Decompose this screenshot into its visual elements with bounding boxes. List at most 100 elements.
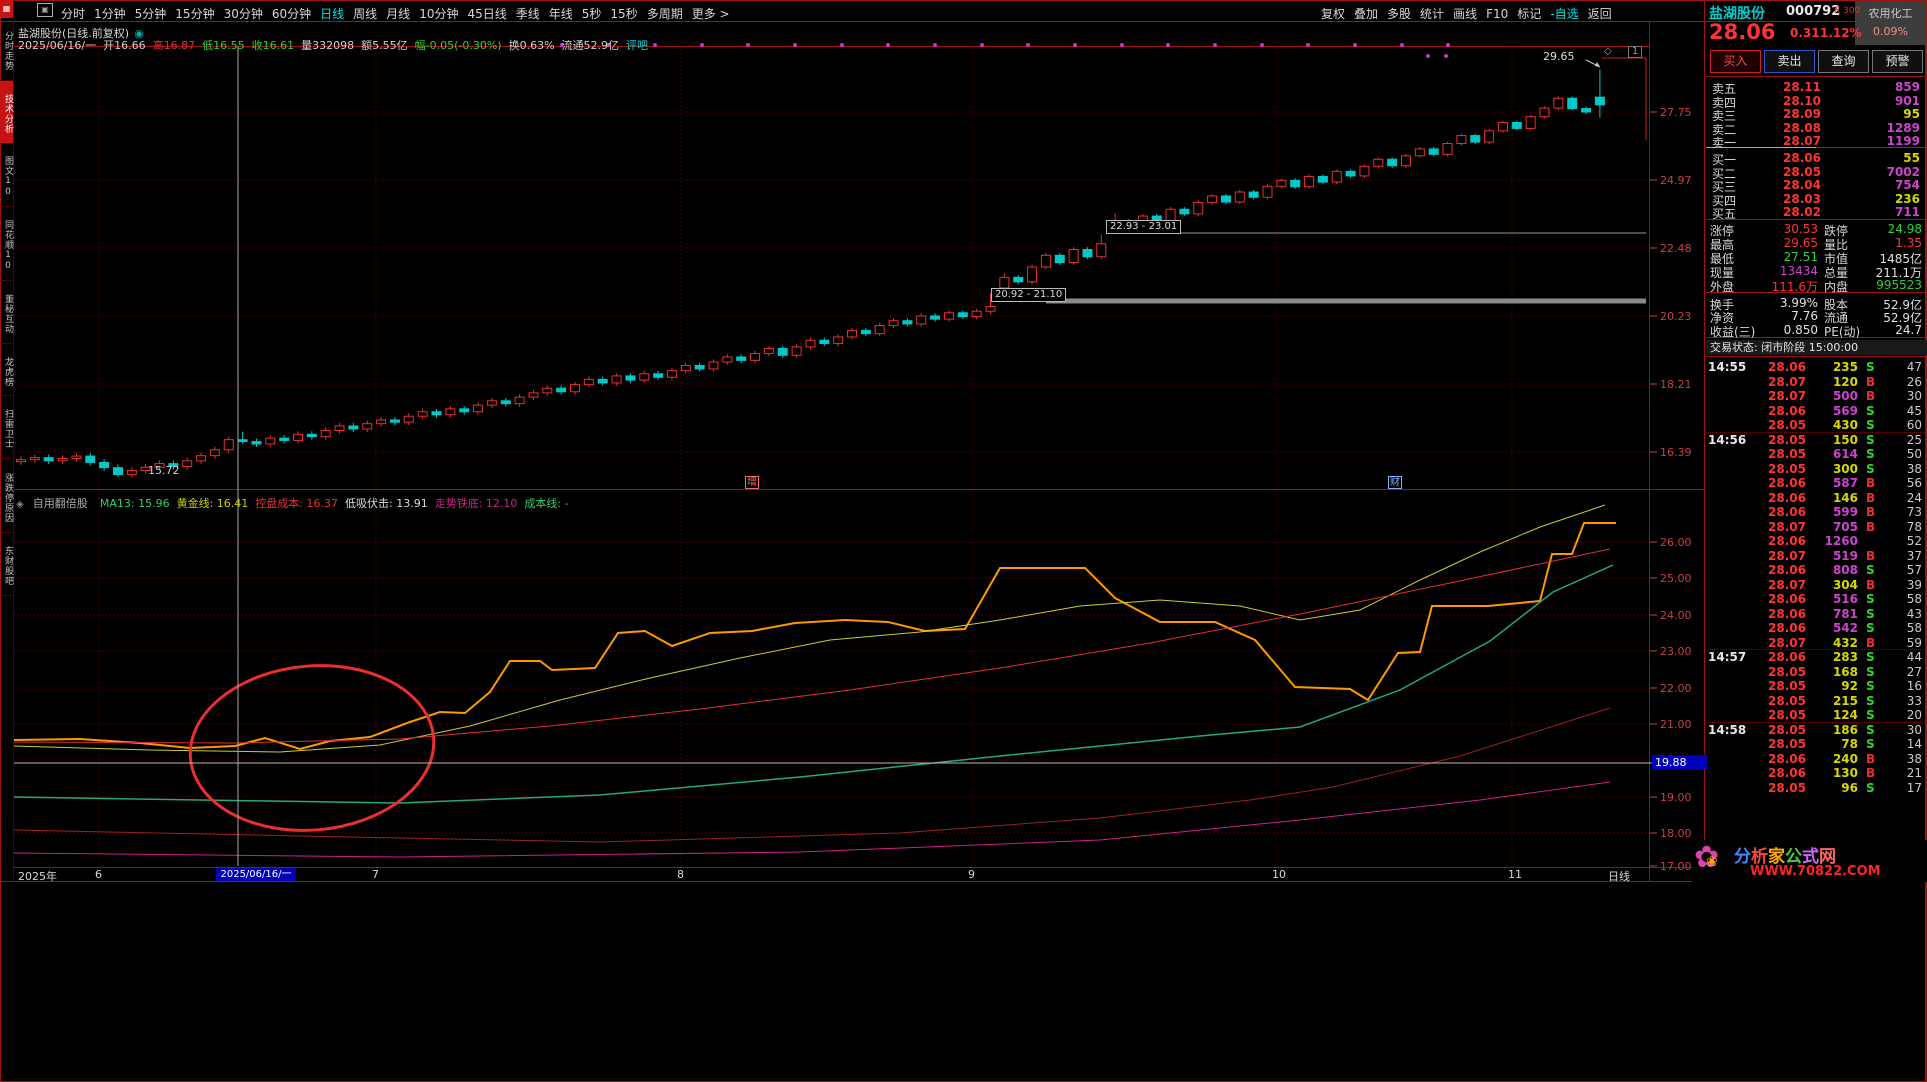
candle-body[interactable] xyxy=(196,455,207,462)
candle-body[interactable] xyxy=(1428,148,1439,155)
candle-body[interactable] xyxy=(971,310,982,318)
candle-body[interactable] xyxy=(708,361,719,370)
candle-body[interactable] xyxy=(237,439,248,443)
bid-row[interactable]: 买四 28.03 236 xyxy=(1712,191,1920,208)
candle-body[interactable] xyxy=(847,329,857,338)
bid-row[interactable]: 买五 28.02 711 xyxy=(1712,205,1920,221)
candle-body[interactable] xyxy=(874,325,885,335)
candle-body[interactable] xyxy=(1234,191,1245,203)
candle-body[interactable] xyxy=(362,423,373,430)
candle-body[interactable] xyxy=(763,348,774,355)
menu-item-复权[interactable]: 复权 xyxy=(1321,7,1346,21)
candle-body[interactable] xyxy=(777,348,788,356)
sidebar-item-同花顺10[interactable]: 同花顺10 xyxy=(0,207,13,281)
menu-item-45日线[interactable]: 45日线 xyxy=(467,7,507,21)
candle-body[interactable] xyxy=(1345,170,1356,177)
candle-body[interactable] xyxy=(1414,148,1425,157)
menu-item-画线[interactable]: 画线 xyxy=(1453,7,1478,21)
candle-body[interactable] xyxy=(320,429,331,438)
menu-item-统计[interactable]: 统计 xyxy=(1420,7,1445,21)
sidebar-item-董秘互动[interactable]: 董秘互动 xyxy=(0,281,13,344)
candle-body[interactable] xyxy=(902,320,913,325)
ask-row[interactable]: 卖五 28.11 859 xyxy=(1712,80,1920,96)
candle-body[interactable] xyxy=(791,346,802,356)
candle-body[interactable] xyxy=(251,441,262,445)
candle-body[interactable] xyxy=(999,276,1010,289)
window-icon[interactable]: ▣ xyxy=(37,3,53,17)
candle-body[interactable] xyxy=(279,437,290,441)
candle-body[interactable] xyxy=(1442,143,1453,155)
menu-item-5分钟[interactable]: 5分钟 xyxy=(134,7,167,21)
candle-body[interactable] xyxy=(209,449,220,457)
period-label[interactable]: 日线 xyxy=(1608,870,1630,883)
candle-body[interactable] xyxy=(473,404,484,413)
diamond-icon[interactable]: ◇ xyxy=(1604,46,1612,57)
candle-body[interactable] xyxy=(985,305,996,312)
button-卖出[interactable]: 卖出 xyxy=(1764,50,1815,73)
candle-body[interactable] xyxy=(943,312,954,320)
candle-body[interactable] xyxy=(805,339,816,348)
candle-body[interactable] xyxy=(43,457,54,462)
candle-body[interactable] xyxy=(126,469,137,476)
collapse-circle-icon[interactable]: ◉ xyxy=(134,27,144,40)
candle-body[interactable] xyxy=(542,387,553,394)
candle-body[interactable] xyxy=(1359,165,1370,177)
sidebar-item-图文10[interactable]: 图文10 xyxy=(0,144,13,207)
candle-body[interactable] xyxy=(1331,170,1342,183)
bid-row[interactable]: 买三 28.04 754 xyxy=(1712,178,1920,194)
candle-body[interactable] xyxy=(833,336,844,345)
menu-item-60分钟[interactable]: 60分钟 xyxy=(271,7,312,21)
candle-body[interactable] xyxy=(1082,249,1093,258)
candle-body[interactable] xyxy=(500,400,511,405)
sidebar-item-技术分析[interactable]: 技术分析 xyxy=(0,81,13,144)
candle-body[interactable] xyxy=(1027,266,1038,283)
button-查询[interactable]: 查询 xyxy=(1818,50,1869,73)
candle-body[interactable] xyxy=(334,425,345,431)
menu-item--自选[interactable]: -自选 xyxy=(1550,7,1579,21)
candle-body[interactable] xyxy=(528,392,539,398)
candle-body[interactable] xyxy=(1470,135,1481,143)
candle-body[interactable] xyxy=(168,463,179,467)
candle-body[interactable] xyxy=(1068,249,1079,264)
candle-body[interactable] xyxy=(597,378,608,384)
sidebar-item-东财股吧[interactable]: 东财股吧 xyxy=(0,533,13,596)
candle-body[interactable] xyxy=(1567,97,1578,110)
candle-body[interactable] xyxy=(431,411,442,416)
menu-item-季线[interactable]: 季线 xyxy=(515,7,540,21)
candle-body[interactable] xyxy=(570,384,580,393)
candle-body[interactable] xyxy=(1193,202,1204,215)
menu-item-标记[interactable]: 标记 xyxy=(1517,7,1542,21)
candle-body[interactable] xyxy=(583,378,594,386)
candle-body[interactable] xyxy=(1581,108,1592,113)
candle-body[interactable] xyxy=(1220,195,1231,203)
menu-item-F10[interactable]: F10 xyxy=(1486,7,1509,21)
candle-body[interactable] xyxy=(99,461,110,469)
sidebar-item-分时走势[interactable]: 分时走势 xyxy=(0,18,13,81)
candle-body[interactable] xyxy=(1456,135,1467,145)
menu-item-15分钟[interactable]: 15分钟 xyxy=(175,7,215,21)
candle-body[interactable] xyxy=(29,457,40,461)
candle-body[interactable] xyxy=(376,419,387,425)
candle-body[interactable] xyxy=(639,373,650,381)
candle-body[interactable] xyxy=(85,455,96,463)
menu-item-周线[interactable]: 周线 xyxy=(353,7,378,21)
menu-item-15秒[interactable]: 15秒 xyxy=(610,7,638,21)
candle-body[interactable] xyxy=(1553,97,1564,109)
candle-body[interactable] xyxy=(860,329,871,335)
menu-item-30分钟[interactable]: 30分钟 xyxy=(223,7,263,21)
indicator-collapse-icon[interactable]: ◈ xyxy=(16,499,24,510)
candle-body[interactable] xyxy=(930,315,941,320)
candle-body[interactable] xyxy=(154,463,165,468)
menu-item-分时[interactable]: 分时 xyxy=(61,7,86,21)
candle-body[interactable] xyxy=(403,415,414,423)
candle-body[interactable] xyxy=(306,433,317,438)
candle-body[interactable] xyxy=(1013,276,1024,283)
candle-body[interactable] xyxy=(1096,243,1107,258)
menu-item-5秒[interactable]: 5秒 xyxy=(581,7,602,21)
candle-body[interactable] xyxy=(348,425,359,430)
candle-body[interactable] xyxy=(736,356,747,361)
candle-body[interactable] xyxy=(722,356,733,363)
candle-body[interactable] xyxy=(1401,155,1411,167)
candle-body[interactable] xyxy=(265,437,276,445)
button-预警[interactable]: 预警 xyxy=(1872,50,1923,73)
